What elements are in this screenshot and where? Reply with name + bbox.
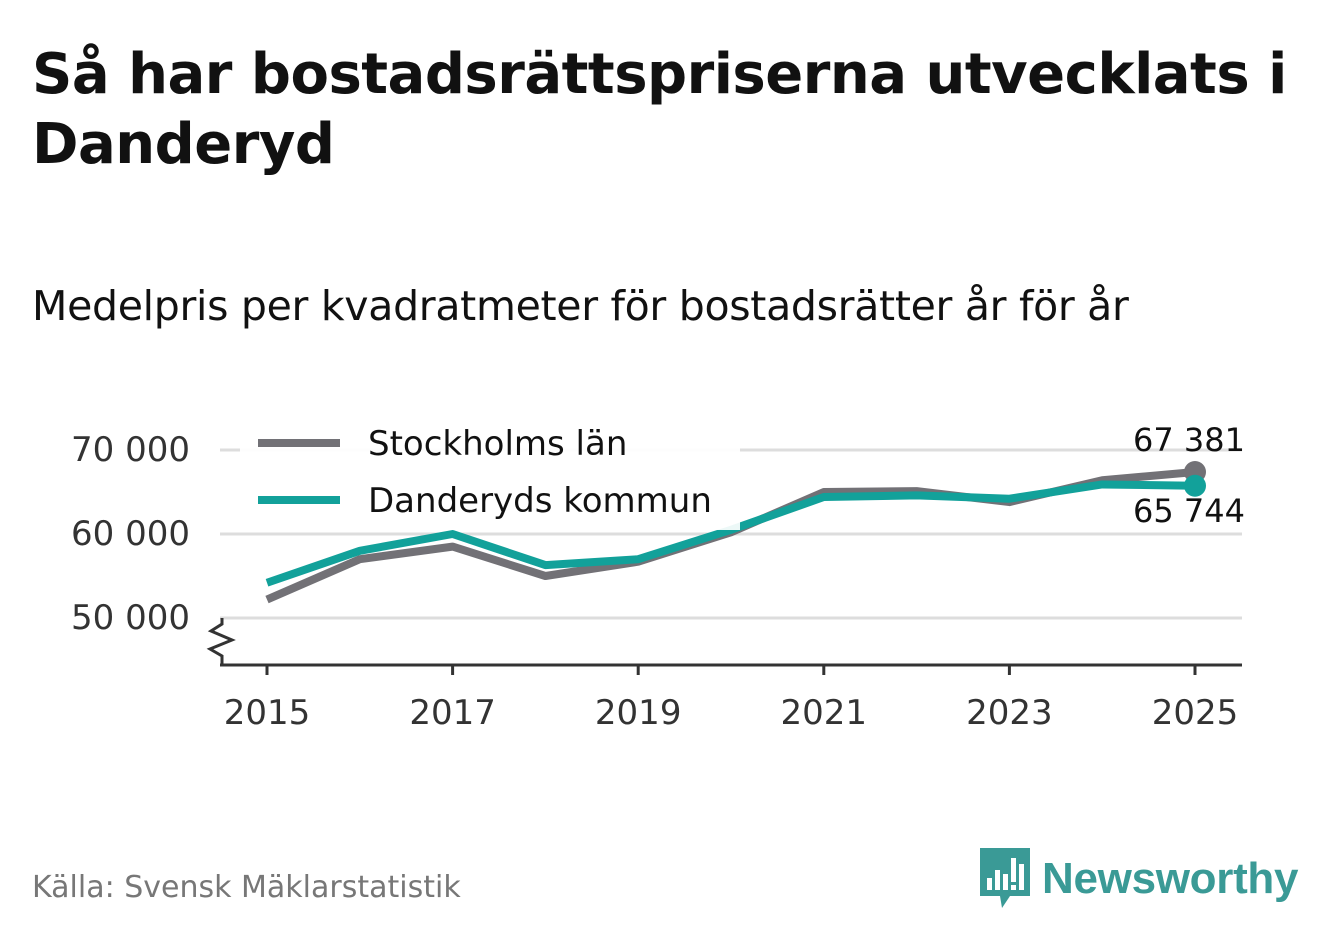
newsworthy-logo-icon: [980, 848, 1030, 908]
brand-logo: Newsworthy: [980, 848, 1298, 910]
x-tick-label: 2019: [595, 693, 682, 733]
chart-title: Så har bostadsrättspriserna utvecklats i…: [32, 42, 1287, 177]
legend-background: [240, 418, 740, 530]
end-label-danderyds-kommun: 65 744: [1133, 492, 1245, 530]
brand-name: Newsworthy: [1042, 854, 1299, 903]
legend-label: Danderyds kommun: [368, 481, 712, 521]
y-tick-label: 70 000: [71, 430, 190, 470]
end-labels: 67 381 65 744: [1133, 421, 1245, 530]
y-axis-break-icon: [206, 618, 236, 665]
x-tick-label: 2025: [1152, 693, 1239, 733]
legend: Stockholms län Danderyds kommun: [240, 418, 740, 530]
x-tick-label: 2015: [224, 693, 311, 733]
chart-subtitle: Medelpris per kvadratmeter för bostadsrä…: [32, 282, 1129, 330]
y-tick-label: 50 000: [71, 598, 190, 638]
end-point-danderyds-kommun: [1184, 474, 1206, 497]
x-tick-label: 2023: [966, 693, 1053, 733]
axes: 50 000 60 000 70 000 2015 2017 2019 2021 2023 20…: [71, 430, 1242, 733]
end-label-stockholms-lan: 67 381: [1133, 421, 1245, 459]
x-tick-label: 2017: [409, 693, 496, 733]
y-tick-label: 60 000: [71, 514, 190, 554]
source-note: Källa: Svensk Mäklarstatistik: [32, 870, 461, 905]
x-tick-label: 2021: [781, 693, 868, 733]
legend-label: Stockholms län: [368, 424, 627, 464]
